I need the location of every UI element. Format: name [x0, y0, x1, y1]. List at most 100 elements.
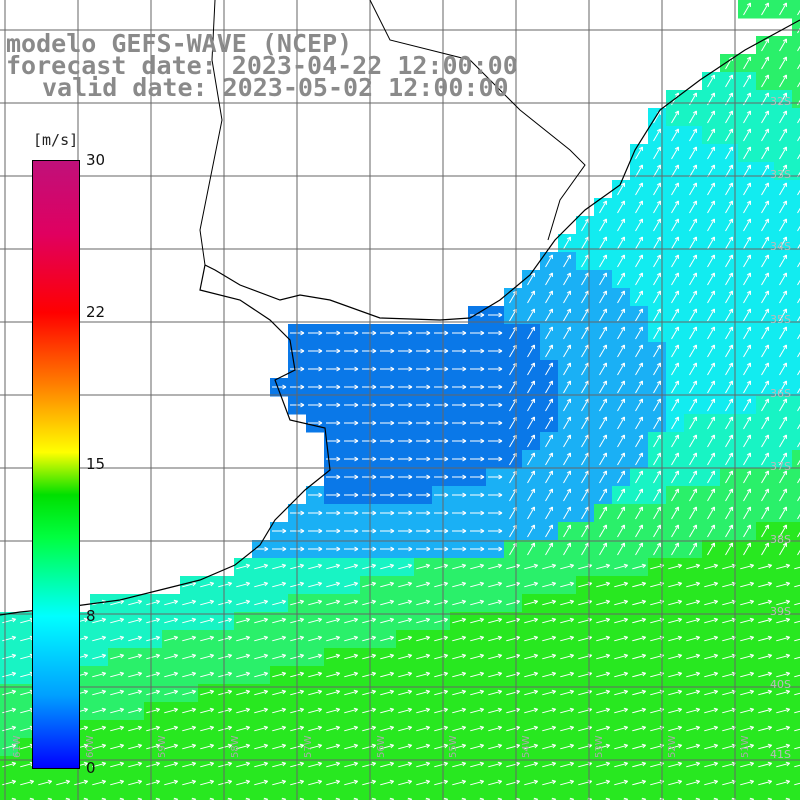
wind-arrow-icon [560, 671, 575, 678]
wind-arrow-icon [110, 689, 125, 696]
wind-arrow-icon [128, 617, 143, 624]
wind-arrow-icon [362, 384, 377, 390]
wind-cell [684, 792, 703, 800]
wind-arrow-icon [632, 743, 647, 750]
wind-cell [270, 792, 289, 800]
wind-arrow-icon [545, 362, 553, 376]
wind-arrow-icon [689, 434, 697, 448]
wind-arrow-icon [524, 599, 539, 606]
wind-arrow-icon [653, 290, 661, 304]
wind-cell [522, 792, 541, 800]
wind-arrow-icon [776, 707, 791, 714]
wind-arrow-icon [236, 635, 251, 642]
wind-arrow-icon [779, 344, 787, 358]
wind-arrow-icon [470, 366, 485, 372]
wind-arrow-icon [2, 707, 17, 714]
wind-arrow-icon [689, 380, 697, 394]
wind-cell [468, 792, 487, 800]
wind-cell [432, 792, 451, 800]
wind-arrow-icon [632, 761, 647, 768]
wind-arrow-icon [128, 599, 143, 606]
wind-arrow-icon [470, 348, 485, 354]
wind-arrow-icon [362, 635, 377, 642]
wind-arrow-icon [797, 549, 800, 556]
wind-arrow-icon [452, 366, 467, 372]
wind-arrow-icon [92, 707, 107, 714]
wind-arrow-icon [794, 566, 800, 570]
wind-arrow-icon [740, 743, 755, 750]
wind-arrow-icon [758, 635, 773, 642]
wind-arrow-icon [617, 452, 625, 466]
wind-arrow-icon [542, 653, 557, 660]
wind-arrow-icon [740, 689, 755, 696]
wind-arrow-icon [236, 779, 251, 786]
wind-arrow-icon [761, 326, 769, 340]
wind-arrow-icon [416, 384, 431, 390]
wind-arrow-icon [398, 617, 413, 624]
wind-arrow-icon [668, 689, 683, 696]
wind-cell [792, 288, 800, 307]
wind-arrow-icon [599, 272, 607, 286]
wind-arrow-icon [671, 470, 679, 484]
wind-arrow-icon [707, 236, 715, 250]
wind-arrow-icon [581, 488, 589, 502]
wind-arrow-icon [236, 563, 251, 570]
wind-arrow-icon [344, 671, 359, 678]
wind-arrow-icon [182, 635, 197, 642]
wind-arrow-icon [545, 308, 553, 322]
wind-arrow-icon [506, 599, 521, 606]
wind-arrow-icon [761, 146, 769, 160]
wind-arrow-icon [758, 779, 773, 786]
wind-arrow-icon [398, 761, 413, 768]
wind-arrow-icon [743, 146, 751, 160]
wind-arrow-icon [635, 380, 643, 394]
wind-arrow-icon [632, 707, 647, 714]
wind-cell [0, 792, 19, 800]
wind-arrow-icon [725, 362, 733, 376]
wind-arrow-icon [2, 761, 17, 768]
wind-arrow-icon [707, 128, 715, 142]
wind-arrow-icon [599, 326, 607, 340]
wind-arrow-icon [614, 725, 629, 732]
wind-arrow-icon [110, 779, 125, 786]
wind-arrow-icon [416, 671, 431, 678]
wind-arrow-icon [707, 542, 715, 556]
wind-arrow-icon [254, 653, 269, 660]
wind-cell [792, 432, 800, 451]
wind-arrow-icon [398, 779, 413, 786]
wind-arrow-icon [416, 779, 431, 786]
wind-arrow-icon [200, 689, 215, 696]
wind-arrow-icon [146, 707, 161, 714]
wind-arrow-icon [668, 635, 683, 642]
wind-arrow-icon [164, 725, 179, 732]
wind-arrow-icon [779, 434, 787, 448]
wind-arrow-icon [326, 653, 341, 660]
wind-arrow-icon [596, 653, 611, 660]
wind-arrow-icon [758, 671, 773, 678]
wind-arrow-icon [776, 635, 791, 642]
wind-arrow-icon [308, 546, 323, 552]
wind-arrow-icon [362, 671, 377, 678]
wind-arrow-icon [380, 402, 395, 408]
wind-arrow-icon [725, 344, 733, 358]
wind-arrow-icon [563, 272, 571, 286]
wind-arrow-icon [452, 581, 467, 588]
wind-arrow-icon [434, 438, 449, 444]
wind-arrow-icon [470, 384, 485, 390]
wind-arrow-icon [704, 725, 719, 732]
wind-arrow-icon [434, 528, 449, 534]
wind-arrow-icon [92, 743, 107, 750]
wind-cell [216, 792, 235, 800]
wind-arrow-icon [308, 330, 323, 336]
wind-arrow-icon [164, 779, 179, 786]
wind-arrow-icon [671, 344, 679, 358]
wind-cell [396, 792, 415, 800]
wind-arrow-icon [527, 416, 535, 430]
wind-arrow-icon [743, 380, 751, 394]
wind-arrow-icon [542, 563, 557, 570]
wind-cell [792, 540, 800, 559]
wind-arrow-icon [470, 456, 485, 462]
wind-arrow-icon [2, 617, 17, 624]
wind-arrow-icon [182, 671, 197, 678]
